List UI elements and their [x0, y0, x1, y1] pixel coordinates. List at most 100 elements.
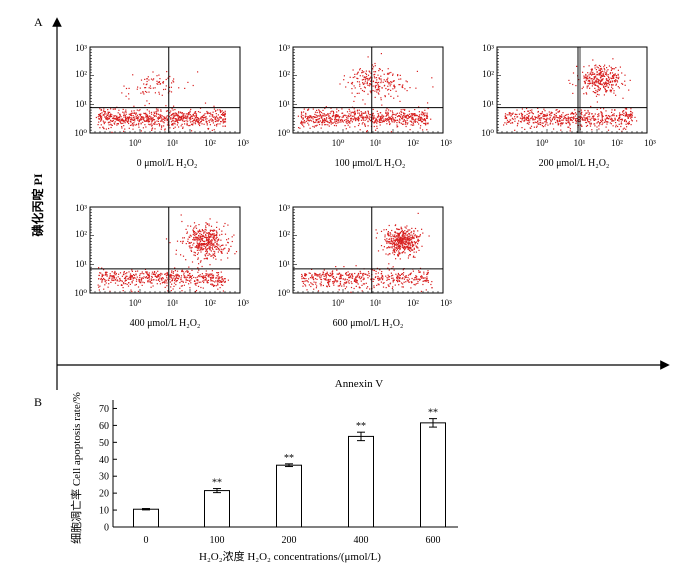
flow-dot: [195, 120, 197, 122]
flow-dot: [163, 117, 166, 119]
flow-dot: [181, 269, 183, 271]
flow-dot: [113, 115, 115, 117]
flow-dot: [218, 228, 220, 230]
flow-dot: [192, 229, 194, 231]
flow-dot: [350, 117, 353, 119]
flow-dot: [140, 113, 142, 115]
flow-dot: [216, 221, 218, 223]
flow-dot: [405, 239, 407, 241]
flow-dot: [358, 123, 360, 125]
flow-dot: [367, 271, 370, 273]
flow-dot: [195, 227, 198, 229]
flow-dot: [614, 81, 616, 83]
flow-dot: [543, 113, 545, 116]
flow-dot: [336, 114, 338, 116]
flow-dot: [614, 119, 616, 121]
flow-dot: [581, 118, 583, 120]
flow-dot: [209, 230, 211, 232]
flow-dot: [179, 116, 181, 119]
flow-dot: [418, 106, 420, 108]
flow-dot: [419, 118, 421, 120]
flow-dot: [193, 239, 195, 241]
flow-dot: [151, 275, 153, 278]
flow-dot: [208, 276, 210, 278]
flow-dot: [426, 115, 428, 117]
flow-dot: [347, 281, 349, 283]
flow-plot-dots: [301, 212, 433, 293]
flow-dot: [393, 97, 395, 99]
flow-dot: [354, 117, 356, 119]
flow-dot: [393, 113, 395, 116]
flow-dot: [174, 267, 176, 269]
flow-dot: [129, 117, 131, 119]
flow-dot: [336, 281, 338, 283]
flow-dot: [201, 240, 203, 242]
flow-dot: [340, 276, 342, 278]
flow-dot: [376, 284, 378, 286]
flow-dot: [533, 119, 535, 121]
flow-dot: [100, 114, 102, 117]
flow-dot: [412, 114, 414, 116]
flow-dot: [146, 78, 148, 80]
flow-dot: [339, 283, 342, 285]
flow-dot: [222, 284, 224, 286]
flow-dot: [312, 108, 314, 110]
flow-dot: [562, 112, 564, 114]
flow-dot: [321, 124, 323, 126]
significance-marker: **: [212, 478, 222, 489]
flow-dot: [351, 121, 353, 123]
flow-dot: [591, 129, 593, 131]
flow-dot: [314, 274, 316, 276]
flow-dot: [612, 75, 614, 77]
flow-dot: [406, 279, 408, 281]
flow-dot: [408, 110, 410, 112]
flow-dot: [401, 229, 403, 231]
flow-dot: [97, 116, 99, 118]
flow-dot: [567, 113, 569, 115]
flow-dot: [174, 115, 176, 117]
flow-dot: [417, 241, 419, 243]
flow-dot: [388, 88, 390, 90]
flow-dot: [396, 115, 399, 118]
flow-dot: [413, 247, 415, 249]
flow-dot: [601, 78, 603, 80]
flow-dot: [358, 118, 360, 120]
flow-dot: [304, 273, 306, 275]
flow-dot: [624, 114, 626, 116]
flow-dot: [123, 125, 125, 127]
flow-dot: [315, 125, 317, 127]
flow-dot: [345, 282, 347, 284]
flow-dot: [607, 81, 609, 83]
flow-dot: [309, 127, 311, 129]
flow-dot: [160, 117, 162, 119]
flow-dot: [346, 274, 348, 276]
flow-dot: [223, 248, 225, 250]
flow-dot: [196, 276, 199, 278]
flow-dot: [413, 237, 415, 239]
flow-dot: [427, 272, 429, 274]
flow-dot: [114, 270, 116, 273]
flow-dot: [195, 113, 197, 115]
flow-dot: [409, 238, 411, 240]
flow-dot: [214, 110, 217, 112]
flow-dot: [359, 114, 361, 117]
flow-dot: [365, 116, 367, 118]
flow-dot: [325, 120, 327, 122]
flow-dot: [176, 119, 178, 122]
flow-dot: [200, 237, 202, 239]
flow-dot: [424, 114, 426, 116]
flow-dot: [212, 248, 214, 251]
flow-dot: [161, 282, 163, 284]
flow-dot: [345, 273, 347, 275]
flow-dot: [334, 121, 336, 123]
flow-dot: [178, 115, 180, 118]
flow-dot: [514, 120, 516, 122]
flow-dot: [113, 279, 115, 281]
flow-dot: [603, 71, 605, 73]
flow-dot: [171, 123, 174, 125]
flow-dot: [331, 276, 334, 278]
flow-dot: [620, 125, 622, 128]
flow-dot: [608, 115, 610, 117]
flow-dot: [594, 118, 596, 120]
